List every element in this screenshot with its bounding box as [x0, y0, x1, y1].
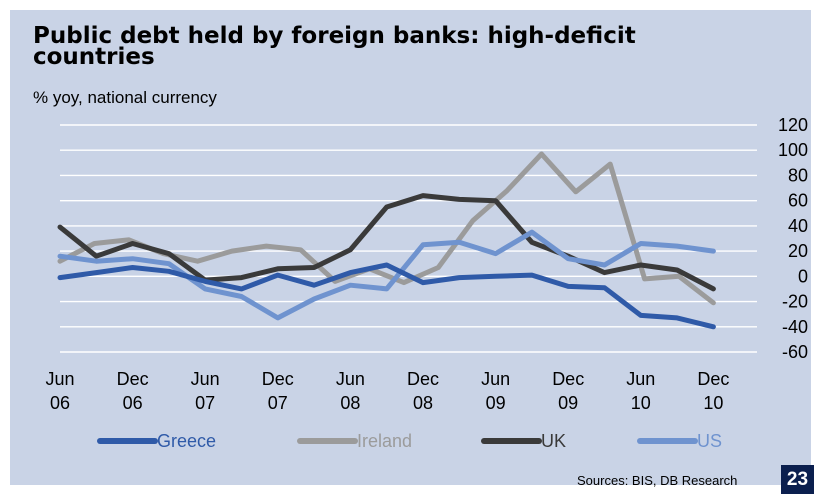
- x-tick-label: 09: [486, 393, 506, 413]
- x-tick-label: 09: [558, 393, 578, 413]
- page-number-badge: 23: [781, 465, 814, 494]
- x-tick-label: Dec: [117, 369, 149, 389]
- gridlines: [60, 124, 757, 353]
- series-line-ireland: [57, 151, 716, 306]
- series-lines: [57, 151, 716, 330]
- x-tick-label: Jun: [336, 369, 365, 389]
- y-tick-label: 60: [788, 191, 808, 211]
- x-tick-label: Jun: [481, 369, 510, 389]
- x-tick-label: Jun: [45, 369, 74, 389]
- x-tick-label: Dec: [407, 369, 439, 389]
- x-tick-label: 07: [195, 393, 215, 413]
- legend-label-uk: UK: [541, 431, 566, 451]
- series-line-us: [57, 229, 716, 321]
- x-tick-label: 06: [50, 393, 70, 413]
- y-tick-label: 20: [788, 241, 808, 261]
- y-tick-label: -60: [782, 342, 808, 362]
- series-line-uk: [57, 193, 716, 292]
- x-tick-label: Jun: [191, 369, 220, 389]
- x-tick-label: Jun: [626, 369, 655, 389]
- source-note: Sources: BIS, DB Research: [577, 473, 738, 488]
- y-tick-label: 100: [778, 140, 808, 160]
- chart-subtitle: % yoy, national currency: [33, 88, 217, 107]
- x-tick-label: 08: [340, 393, 360, 413]
- x-tick-label: Dec: [552, 369, 584, 389]
- y-tick-label: 40: [788, 216, 808, 236]
- y-tick-label: 120: [778, 115, 808, 135]
- x-tick-label: 10: [703, 393, 723, 413]
- y-tick-label: -40: [782, 317, 808, 337]
- x-tick-label: 07: [268, 393, 288, 413]
- legend-label-ireland: Ireland: [357, 431, 412, 451]
- x-tick-label: Dec: [697, 369, 729, 389]
- x-tick-label: Dec: [262, 369, 294, 389]
- x-tick-labels: Jun 06 Dec 06 Jun 07 Dec 07 Jun 08 Dec 08 Jun 09 Dec 09…: [45, 369, 729, 413]
- y-tick-label: -20: [782, 292, 808, 312]
- x-tick-label: 06: [123, 393, 143, 413]
- series-line-greece: [57, 262, 716, 330]
- chart-title: Public debt held by foreign banks: high-…: [33, 23, 636, 70]
- x-tick-label: 08: [413, 393, 433, 413]
- legend-label-greece: Greece: [157, 431, 216, 451]
- y-tick-labels: 120 100 80 60 40 20 0 -20 -40 -60: [778, 115, 808, 362]
- legend-label-us: US: [697, 431, 722, 451]
- x-tick-label: 10: [631, 393, 651, 413]
- legend: Greece Ireland UK US: [97, 431, 722, 451]
- y-tick-label: 80: [788, 165, 808, 185]
- y-tick-label: 0: [798, 266, 808, 286]
